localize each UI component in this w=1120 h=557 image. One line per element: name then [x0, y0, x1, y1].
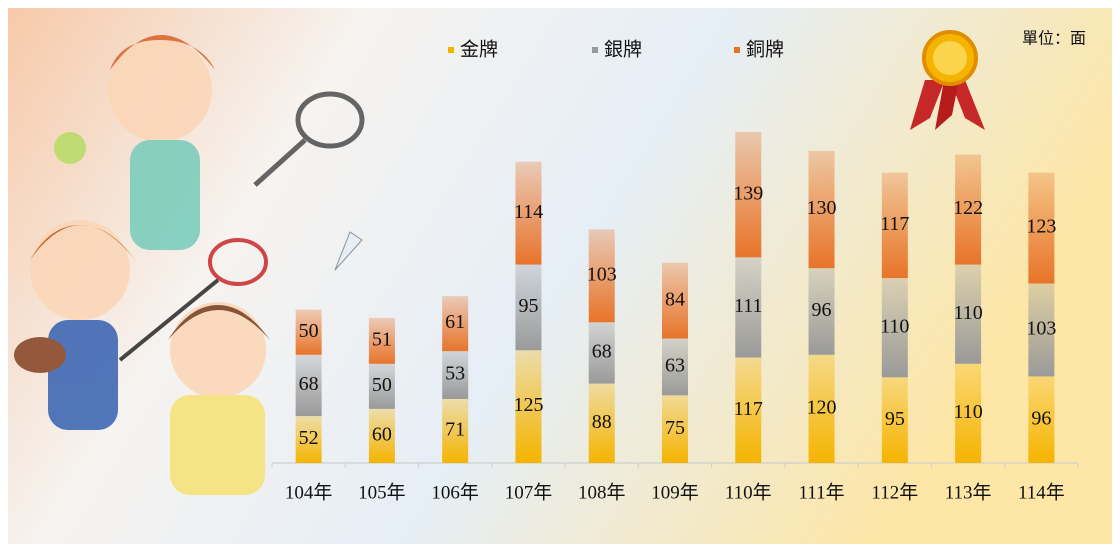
data-label: 110: [953, 401, 982, 423]
bar-segment: [515, 161, 542, 265]
x-tick-label: 110年: [725, 481, 772, 503]
bar-segment: [735, 132, 762, 258]
data-label: 110: [953, 302, 982, 324]
data-label: 84: [665, 288, 685, 310]
bar-segment: [881, 278, 908, 378]
x-tick-label: 106年: [431, 481, 479, 503]
data-label: 88: [592, 411, 612, 433]
data-label: 123: [1026, 216, 1056, 238]
data-label: 50: [372, 374, 392, 396]
data-label: 103: [1026, 318, 1056, 340]
data-label: 68: [299, 373, 319, 395]
bar-segment: [662, 395, 688, 463]
data-label: 50: [299, 320, 319, 342]
bar-segment: [955, 154, 982, 265]
data-label: 60: [372, 424, 392, 446]
data-label: 125: [513, 394, 543, 416]
bar-segment: [881, 172, 908, 279]
legend-marker: [734, 47, 740, 53]
bar-segment: [1028, 376, 1055, 463]
data-label: 96: [812, 299, 832, 321]
bar-segment: [515, 350, 542, 463]
bar-segment: [662, 338, 688, 396]
bar-segment: [295, 354, 322, 417]
bar-segment: [588, 322, 615, 384]
bar-segment: [295, 416, 322, 463]
bar-segment: [588, 383, 615, 463]
x-tick-label: 111年: [798, 481, 844, 503]
x-tick-label: 113年: [945, 481, 992, 503]
data-label: 117: [880, 213, 909, 235]
data-label: 114: [514, 201, 543, 223]
x-tick-label: 105年: [358, 481, 406, 503]
medal: [910, 30, 985, 130]
bar-segment: [735, 257, 762, 358]
illustration: [14, 35, 365, 495]
bar-segment: [1028, 283, 1055, 377]
data-label: 120: [807, 396, 837, 418]
x-tick-label: 109年: [651, 481, 699, 503]
bar-segment: [368, 363, 395, 409]
data-label: 75: [665, 417, 685, 439]
bar-segment: [735, 357, 762, 463]
bar-segment: [955, 264, 982, 364]
data-label: 61: [445, 311, 465, 333]
data-label: 122: [953, 197, 983, 219]
x-tick-label: 107年: [505, 481, 553, 503]
bar-segment: [442, 296, 469, 352]
bar-segment: [442, 398, 469, 463]
data-label: 103: [587, 263, 617, 285]
bar-segment: [955, 363, 982, 463]
x-tick-label: 114年: [1018, 481, 1065, 503]
bar-segment: [808, 268, 835, 355]
data-label: 52: [299, 427, 319, 449]
data-label: 53: [445, 363, 465, 385]
legend-marker: [448, 47, 454, 53]
legend-label: 銅牌: [746, 38, 784, 60]
data-label: 130: [807, 197, 837, 219]
bar-segment: [662, 262, 688, 339]
data-label: 71: [445, 419, 465, 441]
bar-segment: [515, 264, 542, 351]
data-label: 63: [665, 355, 685, 377]
bar-segment: [881, 377, 908, 463]
legend-label: 銀牌: [604, 38, 642, 60]
data-label: 96: [1031, 407, 1051, 429]
legend-marker: [592, 47, 598, 53]
bar-segment: [1028, 172, 1055, 284]
data-label: 139: [733, 182, 763, 204]
bar-segment: [808, 354, 835, 463]
data-label: 95: [518, 295, 538, 317]
x-tick-label: 108年: [578, 481, 626, 503]
x-tick-label: 104年: [285, 481, 333, 503]
data-label: 111: [734, 295, 763, 317]
legend-label: 金牌: [460, 38, 498, 60]
data-label: 51: [372, 328, 392, 350]
data-label: 110: [880, 315, 909, 337]
data-label: 117: [734, 398, 763, 420]
bar-segment: [368, 317, 395, 364]
bar-segment: [368, 408, 395, 463]
unit-label: 單位：面: [1022, 30, 1086, 48]
bar-segment: [295, 309, 322, 355]
x-tick-label: 112年: [871, 481, 918, 503]
data-label: 68: [592, 341, 612, 363]
bar-segment: [588, 229, 615, 323]
bar-segment: [808, 150, 835, 269]
bar-segment: [442, 351, 469, 399]
data-label: 95: [885, 408, 905, 430]
